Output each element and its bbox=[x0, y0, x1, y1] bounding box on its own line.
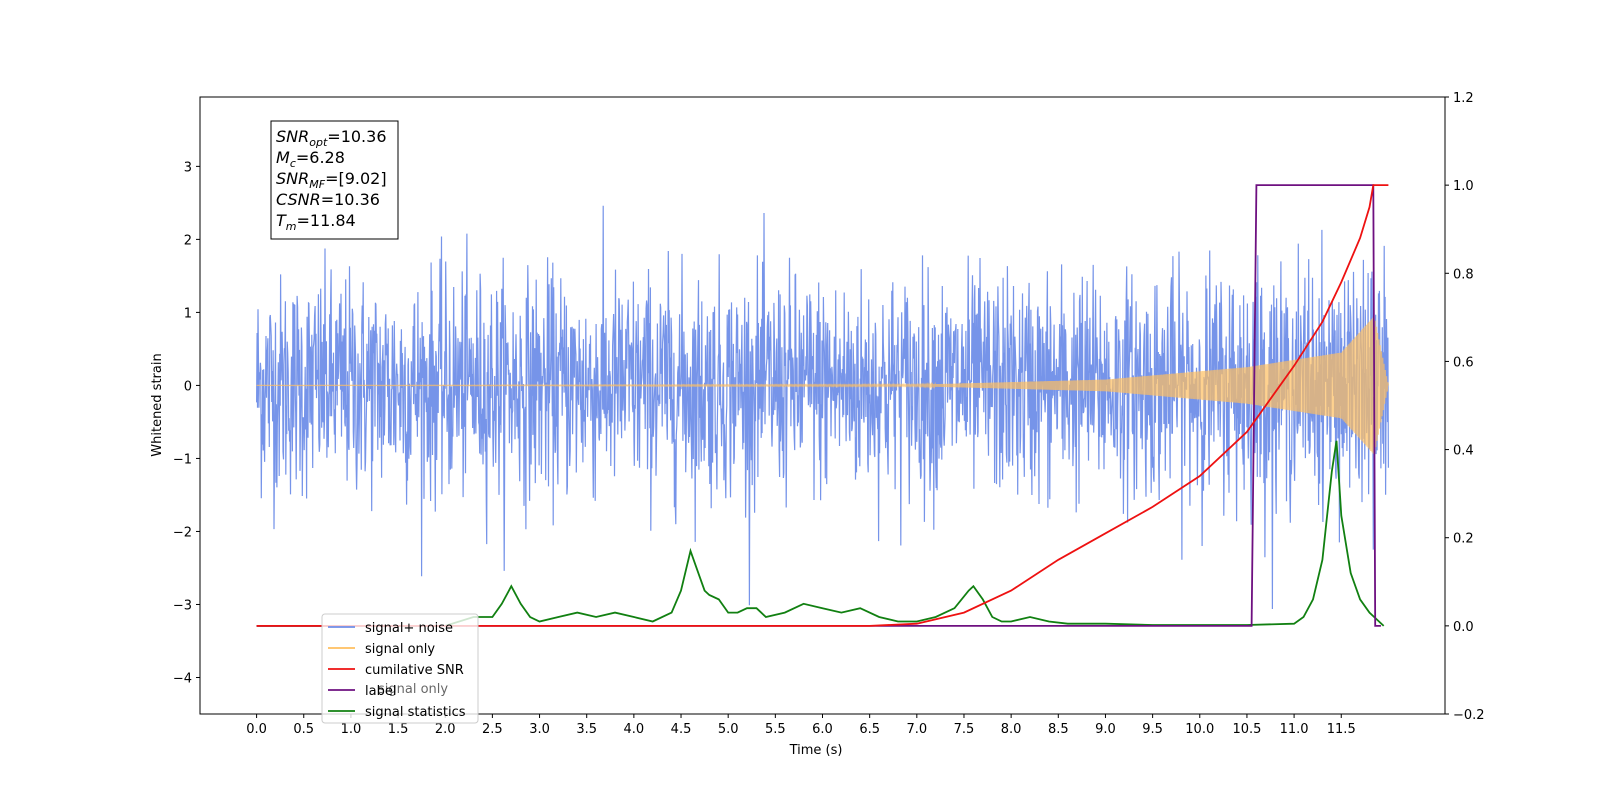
x-tick-label: 1.5 bbox=[388, 722, 409, 737]
x-tick-label: 8.5 bbox=[1048, 722, 1069, 737]
signal-noise-line bbox=[256, 205, 1389, 610]
y-right-tick-label: 0.0 bbox=[1453, 620, 1474, 635]
x-tick-label: 8.0 bbox=[1001, 722, 1022, 737]
x-tick-label: 6.0 bbox=[812, 722, 833, 737]
signal-statistics-line bbox=[256, 440, 1385, 627]
y-tick-label: −3 bbox=[173, 598, 192, 613]
legend-label: label bbox=[365, 684, 396, 699]
x-tick-label: 3.5 bbox=[576, 722, 597, 737]
x-tick-label: 11.5 bbox=[1327, 722, 1356, 737]
y-tick-label: 0 bbox=[184, 379, 192, 394]
annotation-line: SNRopt=10.36 bbox=[276, 127, 387, 149]
y-tick-label: 2 bbox=[184, 233, 192, 248]
y-tick-label: −1 bbox=[173, 452, 192, 467]
y-right-axis-ticks: 1.2 1.0 0.8 0.6 0.4 0.2 0.0 −0.2 bbox=[1445, 91, 1485, 723]
y-right-tick-label: 1.2 bbox=[1453, 91, 1474, 106]
y-right-tick-label: 0.4 bbox=[1453, 444, 1474, 459]
legend-label: signal statistics bbox=[365, 705, 466, 720]
legend: signal+ noise signal only cumilative SNR la… bbox=[321, 613, 479, 724]
x-tick-label: 0.0 bbox=[246, 722, 267, 737]
annotation-box: SNRopt=10.36Mc=6.28SNRMF=[9.02]CSNR=10.3… bbox=[270, 120, 399, 240]
signal-only-series bbox=[256, 316, 1389, 454]
x-tick-label: 3.0 bbox=[529, 722, 550, 737]
legend-label: signal+ noise bbox=[365, 621, 453, 636]
annotation-line: SNRMF=[9.02] bbox=[276, 169, 387, 191]
y-tick-label: 3 bbox=[184, 160, 192, 175]
y-axis-ticks: 3 2 1 0 −1 −2 −3 −4 bbox=[173, 160, 200, 686]
x-tick-label: 4.5 bbox=[671, 722, 692, 737]
annotation-frame bbox=[270, 120, 399, 240]
y-right-tick-label: −0.2 bbox=[1453, 708, 1485, 723]
x-tick-label: 7.0 bbox=[906, 722, 927, 737]
x-tick-label: 5.0 bbox=[718, 722, 739, 737]
y-tick-label: −2 bbox=[173, 525, 192, 540]
y-tick-label: −4 bbox=[173, 671, 192, 686]
x-tick-label: 10.0 bbox=[1185, 722, 1214, 737]
x-tick-label: 10.5 bbox=[1232, 722, 1261, 737]
x-tick-label: 2.0 bbox=[435, 722, 456, 737]
y-right-tick-label: 0.6 bbox=[1453, 355, 1474, 370]
x-tick-label: 11.0 bbox=[1280, 722, 1309, 737]
legend-label: cumilative SNR bbox=[365, 663, 464, 678]
legend-frame bbox=[321, 613, 479, 724]
legend-label: signal only bbox=[365, 642, 435, 657]
y-tick-label: 1 bbox=[184, 306, 192, 321]
x-tick-label: 9.5 bbox=[1142, 722, 1163, 737]
x-tick-label: 1.0 bbox=[341, 722, 362, 737]
x-tick-label: 2.5 bbox=[482, 722, 503, 737]
y-right-tick-label: 0.2 bbox=[1453, 532, 1474, 547]
signal-noise-series bbox=[256, 205, 1389, 610]
legend-ghost-label: signal only bbox=[378, 682, 448, 697]
annotation-line: Tm=11.84 bbox=[276, 211, 356, 233]
x-tick-label: 5.5 bbox=[765, 722, 786, 737]
signal-only-line bbox=[256, 316, 1389, 454]
cumulative-snr-line bbox=[256, 184, 1389, 627]
y-right-tick-label: 1.0 bbox=[1453, 179, 1474, 194]
x-tick-label: 7.5 bbox=[954, 722, 975, 737]
annotation-line: CSNR=10.36 bbox=[276, 190, 380, 209]
x-axis-ticks: 0.0 0.5 1.0 1.5 2.0 2.5 3.0 3.5 4.0 4.5 5.0 5.5 6.0 6… bbox=[246, 714, 1356, 737]
label-line bbox=[256, 184, 1381, 627]
x-tick-label: 9.0 bbox=[1095, 722, 1116, 737]
right-axis-series bbox=[256, 184, 1389, 627]
y-axis-label: Whitened strain bbox=[150, 353, 165, 456]
x-tick-label: 6.5 bbox=[859, 722, 880, 737]
x-tick-label: 4.0 bbox=[624, 722, 645, 737]
annotation-line: Mc=6.28 bbox=[276, 148, 345, 170]
x-tick-label: 0.5 bbox=[293, 722, 314, 737]
y-right-tick-label: 0.8 bbox=[1453, 267, 1474, 282]
x-axis-label: Time (s) bbox=[789, 743, 843, 758]
